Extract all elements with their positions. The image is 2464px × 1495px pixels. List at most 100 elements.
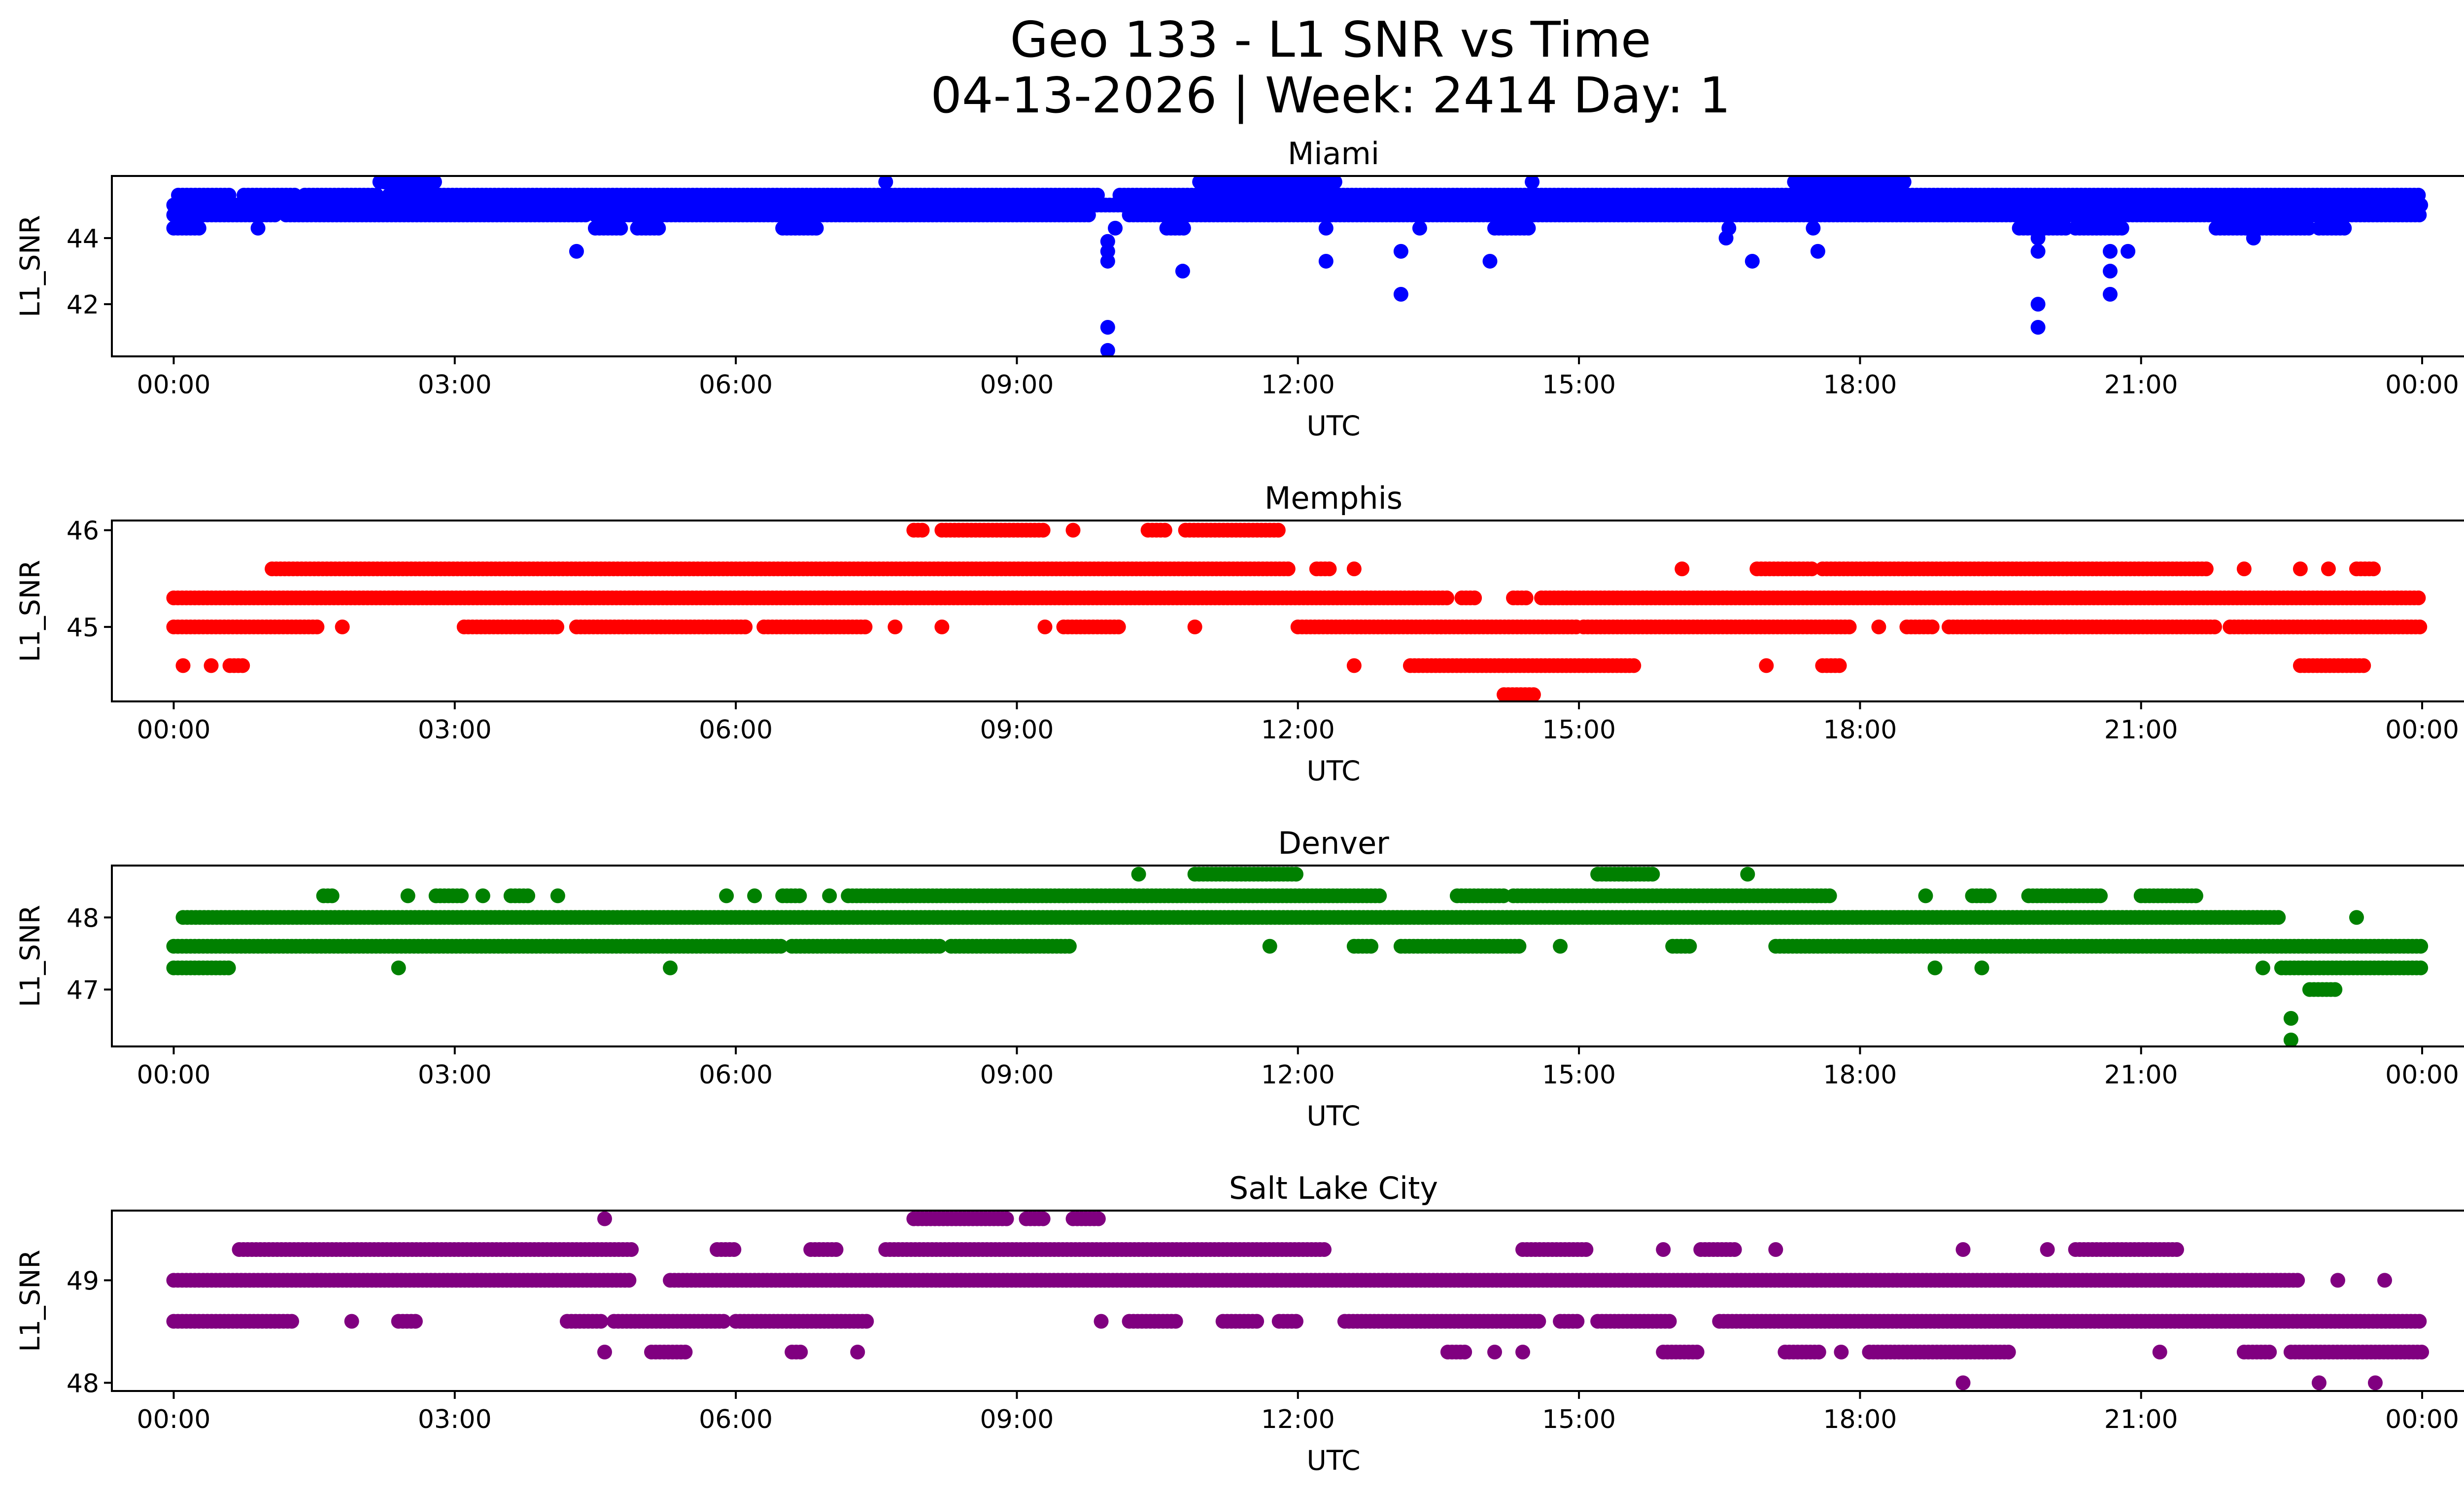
outlier-point bbox=[2102, 243, 2118, 259]
x-tick-label: 21:00 bbox=[2104, 715, 2178, 745]
data-point bbox=[1918, 888, 1933, 904]
data-point bbox=[2198, 561, 2214, 577]
x-tick-label: 21:00 bbox=[2104, 370, 2178, 400]
data-point bbox=[1871, 619, 1886, 634]
data-point bbox=[1955, 1242, 1971, 1257]
data-point bbox=[1832, 658, 1847, 673]
outlier-point bbox=[2030, 231, 2046, 246]
data-point bbox=[2293, 561, 2308, 577]
outlier-point bbox=[2246, 231, 2261, 246]
data-point bbox=[1081, 208, 1096, 223]
data-point bbox=[2207, 619, 2222, 634]
data-point bbox=[550, 888, 565, 904]
outlier-point bbox=[1318, 253, 1334, 269]
data-point bbox=[1412, 220, 1427, 236]
axes-frame bbox=[111, 865, 2464, 1047]
data-point bbox=[719, 888, 734, 904]
x-axis-label: UTC bbox=[1306, 410, 1360, 442]
data-point bbox=[1521, 220, 1536, 236]
data-point bbox=[1288, 867, 1303, 882]
x-tick-label: 21:00 bbox=[2104, 1060, 2178, 1090]
data-point bbox=[324, 888, 340, 904]
data-point bbox=[738, 619, 753, 634]
data-point bbox=[1372, 888, 1387, 904]
x-axis-label: UTC bbox=[1306, 755, 1360, 787]
data-point bbox=[1982, 888, 1997, 904]
x-tick-label: 18:00 bbox=[1823, 1060, 1897, 1090]
x-tick-label: 18:00 bbox=[1823, 715, 1897, 745]
data-point bbox=[1806, 220, 1821, 236]
subplots: 00:00 03:00 06:00 09:00 12:00 15:00 18:00 21:00… bbox=[14, 136, 2464, 1476]
data-point bbox=[663, 960, 678, 975]
outlier-point bbox=[1100, 320, 1115, 335]
outlier-point bbox=[1482, 253, 1498, 269]
data-point bbox=[2271, 910, 2286, 925]
outlier-point bbox=[2030, 320, 2046, 335]
data-point bbox=[475, 888, 490, 904]
x-tick-label: 15:00 bbox=[1542, 370, 1616, 400]
data-point bbox=[1346, 561, 1362, 577]
data-point bbox=[1645, 867, 1660, 882]
data-point bbox=[878, 176, 893, 190]
data-point bbox=[809, 220, 824, 236]
data-point bbox=[1682, 939, 1697, 954]
data-point bbox=[1262, 939, 1277, 954]
x-tick-label: 00:00 bbox=[2385, 1060, 2459, 1090]
data-point bbox=[1974, 960, 1989, 975]
data-point bbox=[1346, 658, 1362, 673]
data-point bbox=[1518, 591, 1534, 606]
data-point bbox=[2413, 939, 2429, 954]
data-point bbox=[1759, 658, 1774, 673]
data-point bbox=[1439, 591, 1455, 606]
data-point bbox=[613, 220, 628, 236]
data-point bbox=[932, 939, 947, 954]
data-point bbox=[1924, 619, 1940, 634]
y-tick-label: 46 bbox=[67, 517, 99, 546]
data-point bbox=[2412, 619, 2428, 634]
outlier-point bbox=[1718, 231, 1734, 246]
x-tick-label: 03:00 bbox=[418, 370, 492, 400]
data-point bbox=[2349, 910, 2364, 925]
data-point bbox=[204, 658, 219, 673]
data-point bbox=[427, 176, 442, 190]
outlier-point bbox=[2283, 1010, 2298, 1026]
outlier-point bbox=[1100, 253, 1115, 269]
x-tick-label: 06:00 bbox=[699, 370, 773, 400]
data-point bbox=[888, 619, 903, 634]
data-point bbox=[2093, 888, 2108, 904]
data-point bbox=[1675, 561, 1690, 577]
data-point bbox=[2188, 888, 2203, 904]
data-point bbox=[2412, 208, 2427, 223]
data-point bbox=[1108, 220, 1123, 236]
data-point bbox=[621, 1273, 637, 1288]
x-tick-label: 03:00 bbox=[418, 1060, 492, 1090]
data-point bbox=[2411, 591, 2426, 606]
data-point bbox=[1131, 867, 1146, 882]
data-point bbox=[828, 1242, 844, 1257]
data-point bbox=[400, 888, 415, 904]
y-tick-label: 44 bbox=[67, 224, 99, 254]
data-point bbox=[1626, 658, 1642, 673]
x-tick-label: 00:00 bbox=[137, 1060, 211, 1090]
data-point bbox=[915, 522, 930, 538]
y-axis-label: L1_SNR bbox=[14, 560, 46, 662]
data-point bbox=[1035, 1211, 1051, 1226]
data-point bbox=[1192, 176, 1207, 190]
data-point bbox=[1553, 939, 1568, 954]
data-point bbox=[309, 619, 325, 634]
data-point bbox=[175, 658, 191, 673]
data-point bbox=[1327, 176, 1342, 190]
data-point bbox=[597, 1211, 612, 1226]
data-point bbox=[773, 939, 788, 954]
data-point bbox=[250, 220, 266, 236]
data-point bbox=[1842, 619, 1857, 634]
data-point bbox=[1804, 561, 1819, 577]
data-point bbox=[191, 220, 206, 236]
outlier-point bbox=[1100, 343, 1115, 356]
outlier-point bbox=[2030, 297, 2046, 312]
data-point bbox=[1035, 522, 1051, 538]
data-point bbox=[267, 208, 282, 223]
x-tick-label: 00:00 bbox=[2385, 370, 2459, 400]
data-point bbox=[1740, 867, 1755, 882]
